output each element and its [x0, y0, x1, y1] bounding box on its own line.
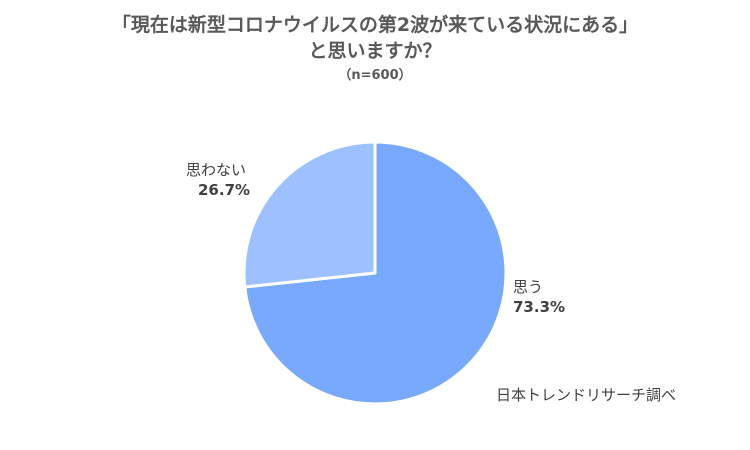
- pie-slice-omowanai: [242, 140, 377, 289]
- slice-label-omowanai: 思わない 26.7%: [186, 160, 250, 200]
- slice-label-omou-category: 思う: [513, 278, 544, 296]
- slice-label-omou-value: 73.3%: [513, 298, 566, 316]
- chart-title-block: 「現在は新型コロナウイルスの第2波が来ている状況にある」 と思いますか？ （n=…: [0, 12, 750, 86]
- slice-label-omowanai-category: 思わない: [186, 161, 247, 179]
- slice-label-omou: 思う 73.3%: [513, 277, 565, 317]
- chart-title-line-1: 「現在は新型コロナウイルスの第2波が来ている状況にある」: [111, 14, 639, 36]
- source-note: 日本トレンドリサーチ調べ: [496, 386, 677, 404]
- chart-title-line-2: と思いますか？: [308, 40, 442, 62]
- chart-subtitle: （n=600）: [338, 68, 412, 83]
- slice-label-omowanai-value: 26.7%: [198, 181, 251, 199]
